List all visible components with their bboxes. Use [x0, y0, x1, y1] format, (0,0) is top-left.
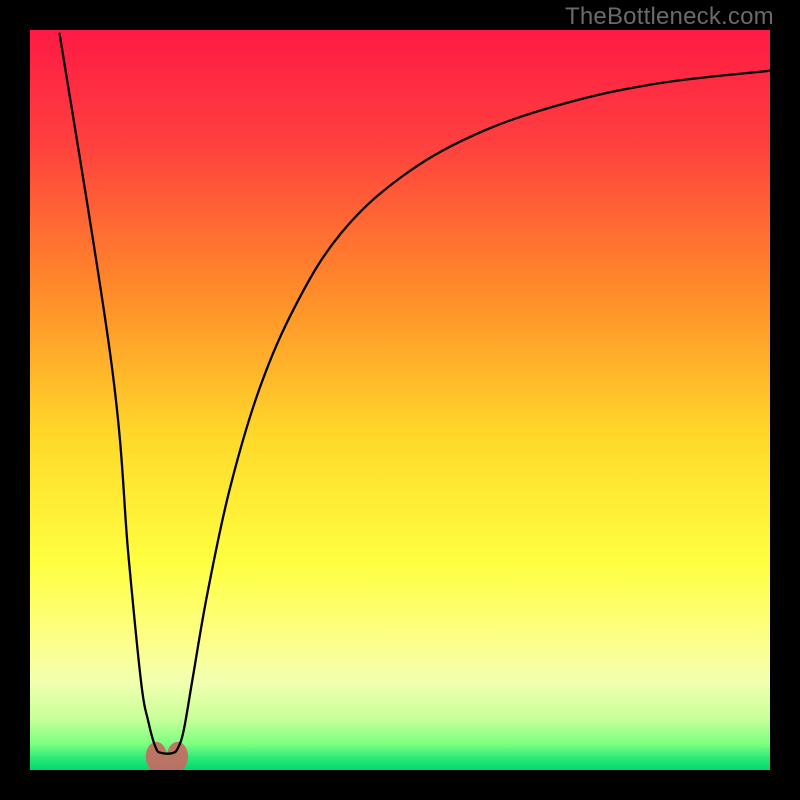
watermark-text: TheBottleneck.com — [565, 3, 774, 31]
plot-area — [30, 30, 770, 770]
chart-svg — [30, 30, 770, 770]
gradient-background — [30, 30, 770, 770]
